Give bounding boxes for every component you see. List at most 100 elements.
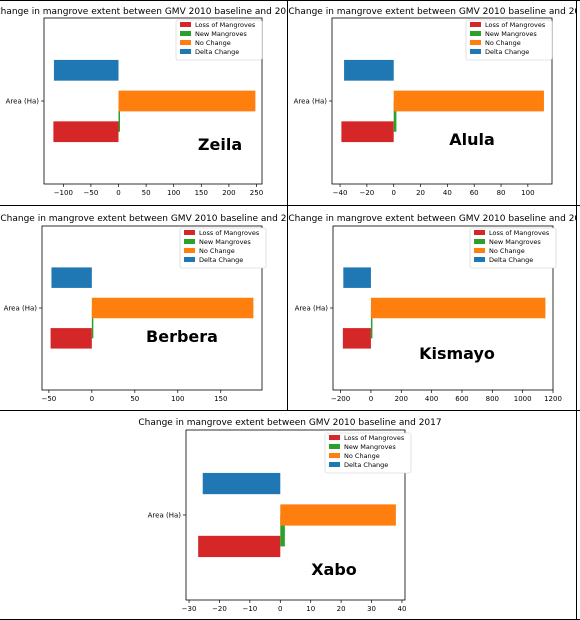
bar-new-mangroves: [280, 515, 285, 547]
x-tick-label: −10: [242, 605, 257, 613]
legend-swatch-delta-change: [180, 49, 191, 54]
chart-svg-zeila: Change in mangrove extent between GMV 20…: [0, 7, 287, 197]
bar-loss-of-mangroves: [53, 121, 119, 143]
x-tick-label: −100: [54, 189, 73, 197]
bar-delta-change: [53, 59, 119, 81]
legend-label-loss-of-mangroves: Loss of Mangroves: [195, 21, 256, 29]
legend-swatch-delta-change: [184, 257, 195, 262]
x-tick-label: 100: [167, 189, 180, 197]
x-tick-label: 20: [416, 189, 425, 197]
x-tick-label: 50: [142, 189, 151, 197]
legend-label-new-mangroves: New Mangroves: [344, 443, 396, 451]
x-tick-label: 10: [306, 605, 315, 613]
x-tick-label: 60: [470, 189, 479, 197]
legend-label-no-change: No Change: [485, 39, 521, 47]
legend-swatch-new-mangroves: [184, 239, 195, 244]
x-tick-label: 800: [486, 395, 499, 403]
chart-panel-kismayo: Change in mangrove extent between GMV 20…: [288, 207, 576, 410]
legend-swatch-loss-of-mangroves: [470, 22, 481, 27]
x-tick-label: 20: [337, 605, 346, 613]
x-tick-label: 0: [116, 189, 120, 197]
x-tick-label: −30: [182, 605, 197, 613]
chart-title: Change in mangrove extent between GMV 20…: [138, 418, 441, 428]
x-tick-label: 100: [171, 395, 184, 403]
legend-box: [469, 227, 557, 269]
bar-no-change: [118, 90, 256, 112]
x-tick-label: 0: [90, 395, 94, 403]
x-tick-label: 0: [391, 189, 395, 197]
x-tick-label: 0: [278, 605, 282, 613]
legend-label-loss-of-mangroves: Loss of Mangroves: [489, 229, 550, 237]
x-tick-label: 600: [455, 395, 468, 403]
site-label-kismayo: Kismayo: [419, 344, 495, 363]
legend-box: [465, 19, 553, 61]
chart-svg-alula: Change in mangrove extent between GMV 20…: [288, 7, 576, 197]
bar-delta-change: [343, 267, 371, 288]
y-tick-label: Area (Ha): [6, 98, 40, 106]
legend-label-delta-change: Delta Change: [195, 48, 239, 56]
x-tick-label: 150: [195, 189, 208, 197]
chart-panel-xabo: Change in mangrove extent between GMV 20…: [0, 412, 576, 619]
y-tick-label: Area (Ha): [294, 98, 328, 106]
legend-swatch-no-change: [474, 248, 485, 253]
bar-delta-change: [344, 59, 394, 81]
legend-label-no-change: No Change: [489, 247, 525, 255]
x-tick-label: 40: [397, 605, 406, 613]
bar-new-mangroves: [91, 308, 94, 339]
divider-row-2: [0, 410, 580, 411]
x-tick-label: 40: [443, 189, 452, 197]
bar-no-change: [393, 90, 544, 112]
legend-label-delta-change: Delta Change: [344, 461, 388, 469]
x-tick-label: −20: [359, 189, 374, 197]
chart-title: Change in mangrove extent between GMV 20…: [0, 214, 287, 224]
legend-swatch-no-change: [184, 248, 195, 253]
legend-swatch-new-mangroves: [470, 31, 481, 36]
legend-swatch-loss-of-mangroves: [184, 230, 195, 235]
legend-label-delta-change: Delta Change: [199, 256, 243, 264]
x-tick-label: 30: [367, 605, 376, 613]
chart-title: Change in mangrove extent between GMV 20…: [288, 7, 576, 17]
chart-svg-berbera: Change in mangrove extent between GMV 20…: [0, 214, 287, 403]
legend-swatch-loss-of-mangroves: [474, 230, 485, 235]
legend-swatch-delta-change: [474, 257, 485, 262]
site-label-alula: Alula: [449, 130, 495, 149]
legend-label-loss-of-mangroves: Loss of Mangroves: [344, 434, 405, 442]
chart-panel-zeila: Change in mangrove extent between GMV 20…: [0, 2, 287, 205]
bar-new-mangroves: [118, 101, 121, 132]
legend-label-loss-of-mangroves: Loss of Mangroves: [199, 229, 260, 237]
chart-svg-xabo: Change in mangrove extent between GMV 20…: [138, 418, 441, 613]
bar-loss-of-mangroves: [342, 328, 371, 349]
legend-label-no-change: No Change: [195, 39, 231, 47]
x-tick-label: 50: [130, 395, 139, 403]
x-tick-label: 100: [521, 189, 534, 197]
site-label-zeila: Zeila: [198, 135, 242, 154]
x-tick-label: −40: [333, 189, 348, 197]
chart-panel-alula: Change in mangrove extent between GMV 20…: [288, 2, 576, 205]
legend-label-loss-of-mangroves: Loss of Mangroves: [485, 21, 546, 29]
x-tick-label: −200: [331, 395, 350, 403]
x-tick-label: 150: [214, 395, 227, 403]
bar-new-mangroves: [370, 308, 373, 339]
divider-right: [576, 0, 577, 620]
legend-box: [175, 19, 263, 61]
x-tick-label: 200: [222, 189, 235, 197]
legend-label-no-change: No Change: [344, 452, 380, 460]
x-tick-label: 80: [497, 189, 506, 197]
y-tick-label: Area (Ha): [148, 512, 182, 520]
legend-box: [324, 432, 412, 474]
y-tick-label: Area (Ha): [4, 305, 38, 313]
x-tick-label: 250: [250, 189, 263, 197]
y-tick-label: Area (Ha): [295, 305, 329, 313]
chart-title: Change in mangrove extent between GMV 20…: [0, 7, 287, 17]
bar-no-change: [370, 297, 546, 319]
bar-loss-of-mangroves: [341, 121, 394, 143]
bar-loss-of-mangroves: [198, 535, 281, 558]
x-tick-label: 0: [369, 395, 373, 403]
bar-loss-of-mangroves: [50, 328, 92, 349]
bar-no-change: [91, 297, 254, 319]
x-tick-label: −50: [41, 395, 56, 403]
divider-top: [0, 0, 580, 1]
legend-label-new-mangroves: New Mangroves: [489, 238, 541, 246]
